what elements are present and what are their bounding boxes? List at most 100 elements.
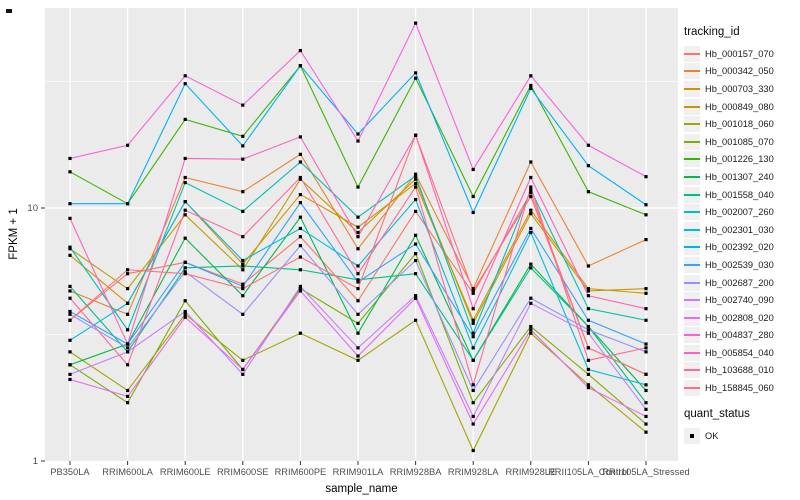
data-point	[126, 287, 130, 291]
y-axis-title: FPKM + 1	[8, 208, 20, 260]
data-point	[68, 318, 72, 322]
y-tick-label: 1	[33, 456, 38, 467]
data-point	[298, 48, 302, 53]
legend-item: Hb_000342_050	[684, 63, 800, 81]
data-point	[644, 388, 648, 393]
data-point	[68, 377, 72, 382]
data-point	[471, 289, 475, 293]
data-point	[183, 236, 187, 240]
data-point	[356, 278, 360, 282]
data-point	[644, 287, 648, 291]
data-point	[126, 346, 130, 350]
legend-item: Hb_002007_260	[684, 203, 800, 221]
data-point	[529, 266, 533, 270]
legend-item-ok: OK	[684, 427, 800, 445]
legend-swatch	[684, 292, 700, 309]
data-point	[241, 367, 245, 372]
legend-line-icon	[684, 351, 700, 354]
legend-line-icon	[684, 281, 700, 284]
data-point	[241, 190, 245, 194]
legend-line-icon	[684, 334, 700, 337]
legend-label: Hb_000849_080	[705, 101, 774, 112]
data-point	[356, 331, 360, 335]
legend-title-tracking-id: tracking_id	[684, 26, 740, 38]
data-point	[298, 175, 302, 180]
data-point	[241, 235, 245, 239]
data-point	[298, 192, 302, 197]
data-point	[414, 177, 418, 181]
legend-swatch	[684, 327, 700, 344]
legend-swatch	[684, 344, 700, 361]
x-tick-label: RRIM600LA	[102, 467, 153, 477]
data-point	[126, 394, 130, 399]
legend-item: Hb_002687_200	[684, 274, 800, 292]
legend-line-icon	[684, 193, 700, 196]
data-point	[471, 383, 475, 387]
data-point	[414, 209, 418, 213]
data-point	[298, 244, 302, 248]
legend-label: Hb_002740_090	[705, 295, 774, 306]
x-tick-label: RRIM600SE	[217, 467, 269, 477]
data-point	[356, 235, 360, 239]
data-point	[68, 245, 72, 249]
data-point	[241, 103, 245, 107]
data-point	[644, 401, 648, 405]
legend-swatch	[684, 168, 700, 185]
y-tick-label: 10	[27, 203, 38, 214]
data-point	[471, 194, 475, 199]
x-tick-label: RRIM600LE	[160, 467, 211, 477]
data-point	[471, 291, 475, 295]
x-tick-label: RRIM928LE	[505, 467, 556, 477]
data-point	[183, 82, 187, 86]
data-point	[586, 328, 590, 332]
x-tick-label: RRIM928BA	[390, 467, 442, 477]
data-point	[126, 312, 130, 316]
data-point	[644, 318, 648, 322]
legend-label: Hb_001558_040	[705, 189, 774, 200]
data-point	[68, 309, 72, 314]
data-point	[414, 172, 418, 176]
legend-item: Hb_001307_240	[684, 168, 800, 186]
data-point	[586, 143, 590, 147]
data-point	[529, 262, 533, 266]
data-point	[644, 346, 648, 350]
data-point	[529, 226, 533, 231]
data-point	[644, 372, 648, 376]
data-point	[529, 296, 533, 300]
legend-label: Hb_002007_260	[705, 207, 774, 218]
data-point	[356, 132, 360, 136]
data-point	[529, 194, 533, 199]
data-point	[414, 233, 418, 237]
data-point	[529, 328, 533, 332]
data-point	[183, 208, 187, 212]
x-axis-title: sample_name	[325, 483, 398, 495]
data-point	[183, 312, 187, 316]
data-point	[586, 383, 590, 387]
data-point	[356, 272, 360, 276]
data-point	[68, 372, 72, 376]
data-point	[126, 268, 130, 272]
data-point	[414, 242, 418, 246]
data-point	[356, 346, 360, 350]
data-point	[414, 185, 418, 189]
x-tick-label: RRII105LA_Stressed	[602, 467, 689, 477]
data-point	[471, 401, 475, 405]
legend-label: Hb_004837_280	[705, 330, 774, 341]
data-point	[356, 321, 360, 325]
data-point	[414, 296, 418, 300]
data-point	[241, 372, 245, 376]
data-point	[644, 422, 648, 426]
data-point	[126, 301, 130, 305]
legend-line-icon	[684, 87, 700, 90]
legend-label: Hb_002301_030	[705, 224, 774, 235]
legend-label: OK	[705, 430, 719, 441]
legend-swatch	[684, 80, 700, 97]
panel-background	[45, 8, 678, 461]
data-point	[126, 350, 130, 354]
data-point	[471, 422, 475, 426]
x-tick-label: RRIM901LA	[333, 467, 384, 477]
data-point	[298, 226, 302, 231]
data-point	[68, 284, 72, 288]
data-point	[586, 294, 590, 298]
